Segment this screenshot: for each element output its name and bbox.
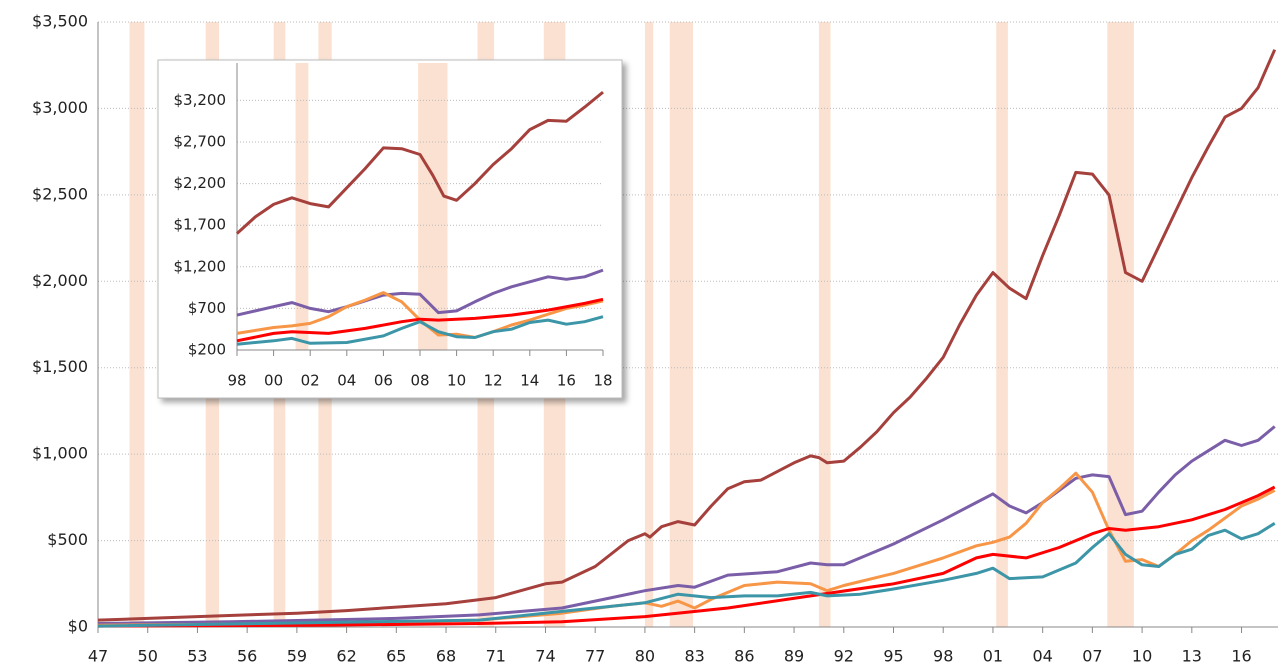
- series-line: [236, 315, 604, 346]
- x-tick-label: 47: [88, 647, 108, 666]
- x-tick-label: 77: [585, 647, 605, 666]
- series-line: [236, 297, 604, 343]
- x-tick-label: 89: [784, 647, 804, 666]
- x-tick-label: 71: [486, 647, 506, 666]
- x-tick-label: 98: [227, 372, 246, 390]
- x-tick-label: 92: [834, 647, 854, 666]
- x-tick-label: 16: [1231, 647, 1251, 666]
- recession-band: [129, 22, 145, 627]
- x-tick-label: 68: [436, 647, 456, 666]
- recession-band: [1107, 22, 1134, 627]
- y-tick-label: $2,200: [174, 174, 227, 192]
- series-line: [235, 90, 604, 235]
- x-tick-label: 02: [301, 372, 320, 390]
- x-tick-label: 16: [557, 372, 576, 390]
- recession-band: [295, 63, 309, 350]
- x-tick-label: 98: [933, 647, 953, 666]
- x-tick-label: 95: [883, 647, 903, 666]
- y-tick-label: $700: [188, 299, 226, 317]
- x-tick-label: 10: [1132, 647, 1152, 666]
- x-tick-label: 65: [386, 647, 406, 666]
- y-tick-label: $1,500: [32, 357, 88, 376]
- x-tick-label: 53: [187, 647, 207, 666]
- x-tick-label: 13: [1182, 647, 1202, 666]
- recession-band: [669, 22, 693, 627]
- recession-band: [418, 63, 448, 350]
- x-tick-label: 07: [1082, 647, 1102, 666]
- x-tick-label: 12: [484, 372, 503, 390]
- x-tick-label: 01: [983, 647, 1003, 666]
- y-tick-label: $1,200: [174, 257, 227, 275]
- x-tick-label: 04: [337, 372, 356, 390]
- x-tick-label: 08: [410, 372, 429, 390]
- inset-box: [157, 59, 623, 399]
- recession-band: [996, 22, 1008, 627]
- recession-band: [644, 22, 654, 627]
- x-tick-label: 74: [535, 647, 555, 666]
- y-tick-label: $2,500: [32, 184, 88, 203]
- series-line: [97, 522, 1276, 628]
- y-tick-label: $500: [47, 530, 88, 549]
- x-tick-label: 10: [447, 372, 466, 390]
- y-tick-label: $1,700: [174, 216, 227, 234]
- x-tick-label: 56: [237, 647, 257, 666]
- x-tick-label: 86: [734, 647, 754, 666]
- y-tick-label: $2,700: [174, 133, 227, 151]
- series-line: [97, 425, 1276, 625]
- y-tick-label: $1,000: [32, 444, 88, 463]
- recession-band: [818, 22, 831, 627]
- series-line: [97, 485, 1276, 628]
- x-tick-label: 06: [374, 372, 393, 390]
- x-tick-label: 59: [287, 647, 307, 666]
- inset-plot: $200 $700 $1,200 $1,700 $2,200 $2,700 $3,200 98…: [157, 59, 623, 399]
- y-tick-label: $2,000: [32, 271, 88, 290]
- y-tick-label: $0: [68, 617, 88, 636]
- x-tick-label: 04: [1032, 647, 1052, 666]
- x-tick-label: 50: [138, 647, 158, 666]
- x-tick-label: 14: [520, 372, 539, 390]
- series-line: [97, 49, 1277, 622]
- y-tick-label: $200: [188, 341, 226, 359]
- series-line: [236, 268, 604, 317]
- x-tick-label: 83: [684, 647, 704, 666]
- y-tick-label: $3,500: [32, 12, 88, 31]
- y-tick-label: $3,000: [32, 98, 88, 117]
- x-tick-label: 80: [635, 647, 655, 666]
- x-tick-label: 18: [593, 372, 612, 390]
- x-tick-label: 62: [336, 647, 356, 666]
- y-tick-label: $3,200: [174, 91, 227, 109]
- x-tick-label: 00: [264, 372, 283, 390]
